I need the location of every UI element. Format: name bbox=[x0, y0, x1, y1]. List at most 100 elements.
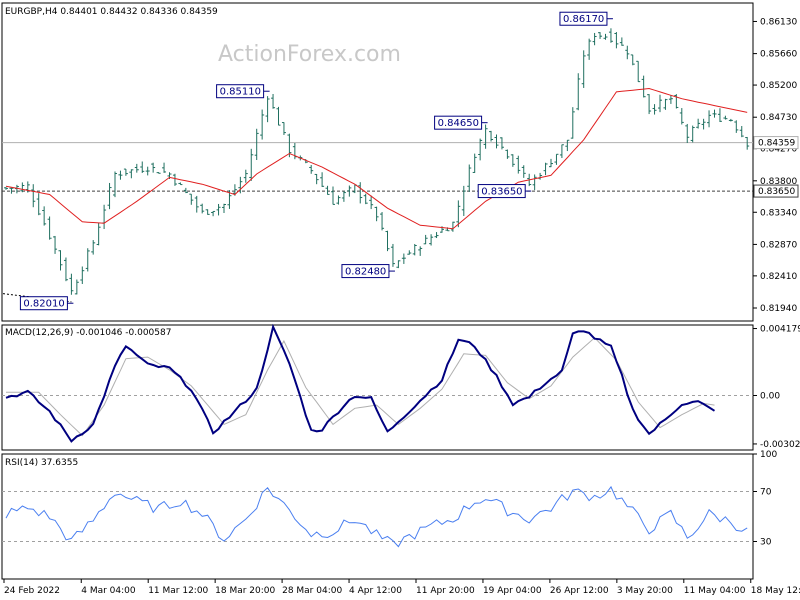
price-bar bbox=[63, 257, 68, 282]
price-bar bbox=[717, 108, 722, 123]
price-bar bbox=[162, 162, 167, 173]
annotation-label: 0.84650 bbox=[438, 118, 479, 129]
price-bar bbox=[178, 182, 183, 186]
price-bar bbox=[151, 162, 156, 173]
price-bar bbox=[619, 37, 624, 46]
price-bar bbox=[587, 38, 592, 60]
price-bar bbox=[260, 109, 265, 140]
price-bar bbox=[707, 110, 712, 128]
price-bar bbox=[183, 187, 188, 194]
time-tick-label: 18 Mar 20:00 bbox=[215, 586, 275, 596]
price-annotations: 0.82010 0.85110 0.82480 0.84650 0.83650 0.861… bbox=[19, 11, 613, 311]
rsi-line bbox=[5, 485, 748, 548]
price-tick-label: 0.81940 bbox=[760, 304, 797, 314]
price-bar bbox=[581, 50, 586, 88]
price-tick-label: 0.83340 bbox=[760, 208, 797, 218]
annotation-box bbox=[434, 115, 483, 130]
time-tick-label: 19 Apr 04:00 bbox=[483, 586, 542, 596]
price-bar bbox=[565, 139, 570, 152]
time-tick-label: 3 May 20:00 bbox=[617, 586, 673, 596]
price-bar bbox=[249, 148, 254, 181]
price-bar bbox=[728, 118, 733, 122]
price-bar bbox=[47, 216, 52, 240]
price-annotation: 0.82480 bbox=[341, 264, 395, 279]
support-tag bbox=[753, 184, 799, 198]
price-bar bbox=[510, 154, 515, 167]
price-bar bbox=[429, 234, 434, 246]
price-bar bbox=[390, 243, 395, 267]
price-bar bbox=[189, 193, 194, 205]
price-bar bbox=[358, 182, 363, 204]
time-tick-label: 24 Feb 2022 bbox=[4, 586, 60, 596]
price-bar bbox=[418, 246, 423, 256]
macd-main-line bbox=[5, 323, 716, 443]
price-annotation: 0.82010 bbox=[19, 296, 74, 311]
current-price-tag bbox=[753, 136, 799, 150]
price-bar bbox=[281, 122, 286, 135]
price-bar bbox=[532, 174, 537, 191]
price-bar bbox=[200, 203, 205, 214]
price-tick-label: 0.84730 bbox=[760, 113, 797, 123]
price-bar bbox=[331, 186, 335, 205]
price-bar bbox=[701, 118, 706, 130]
macd-lines bbox=[5, 323, 716, 443]
macd-tick-label: 0.004179 bbox=[760, 325, 800, 335]
price-bar bbox=[549, 158, 553, 168]
annotation-label: 0.82010 bbox=[23, 299, 64, 310]
rsi-tick-label: 30 bbox=[760, 538, 772, 548]
price-bar bbox=[243, 169, 248, 183]
price-bar bbox=[668, 95, 673, 104]
time-tick-label: 28 Mar 04:00 bbox=[282, 586, 342, 596]
price-bar bbox=[36, 193, 41, 216]
price-bar bbox=[554, 153, 559, 165]
macd-tick-label: 0.00 bbox=[760, 392, 780, 402]
price-bar bbox=[614, 32, 619, 49]
price-bar bbox=[690, 125, 695, 143]
time-tick-label: 4 Apr 12:00 bbox=[349, 586, 402, 596]
price-bar bbox=[543, 162, 548, 176]
price-bar bbox=[396, 260, 401, 269]
price-bar bbox=[652, 104, 657, 115]
price-bar bbox=[598, 32, 603, 39]
price-bar bbox=[172, 173, 177, 186]
price-bar bbox=[91, 240, 96, 255]
price-bar bbox=[123, 168, 128, 176]
price-bar bbox=[107, 182, 112, 210]
price-bar bbox=[636, 60, 641, 83]
price-tick-label: 0.82870 bbox=[760, 240, 797, 250]
price-bar bbox=[42, 206, 47, 226]
price-bar bbox=[663, 98, 668, 110]
macd-tick-label: -0.003022 bbox=[760, 440, 800, 450]
price-bar bbox=[336, 195, 341, 205]
price-bar bbox=[494, 134, 499, 149]
rsi-tick-label: 70 bbox=[760, 488, 772, 498]
rsi-lines bbox=[5, 485, 748, 548]
price-bar bbox=[679, 108, 684, 125]
rsi-panel-frame bbox=[1, 453, 754, 580]
price-tick-label: 0.86130 bbox=[760, 17, 797, 27]
macd-axis: 0.004179 0.00 -0.003022 bbox=[753, 325, 800, 450]
time-tick-label: 11 Apr 20:00 bbox=[416, 586, 475, 596]
price-annotation: 0.85110 bbox=[216, 84, 270, 99]
price-bar bbox=[254, 128, 259, 161]
price-bar bbox=[69, 273, 74, 295]
rsi-header: RSI(14) 37.6355 bbox=[5, 458, 78, 468]
annotation-label: 0.82480 bbox=[345, 267, 386, 278]
price-bar bbox=[374, 206, 379, 222]
price-bar bbox=[576, 73, 581, 111]
price-bar bbox=[156, 172, 161, 174]
price-bar bbox=[483, 124, 488, 149]
price-bar bbox=[20, 182, 25, 193]
macd-header: MACD(12,26,9) -0.001046 -0.000587 bbox=[5, 328, 171, 338]
price-bar bbox=[385, 230, 390, 252]
support-label: 0.83650 bbox=[758, 187, 795, 197]
price-bar bbox=[412, 243, 417, 256]
price-bar bbox=[461, 185, 466, 216]
annotation-box bbox=[559, 11, 608, 26]
price-annotation: 0.86170 bbox=[559, 11, 613, 26]
price-bar bbox=[456, 200, 461, 228]
price-bar bbox=[238, 176, 243, 194]
annotation-label: 0.83650 bbox=[481, 187, 522, 198]
current-price-label: 0.84359 bbox=[758, 139, 795, 149]
